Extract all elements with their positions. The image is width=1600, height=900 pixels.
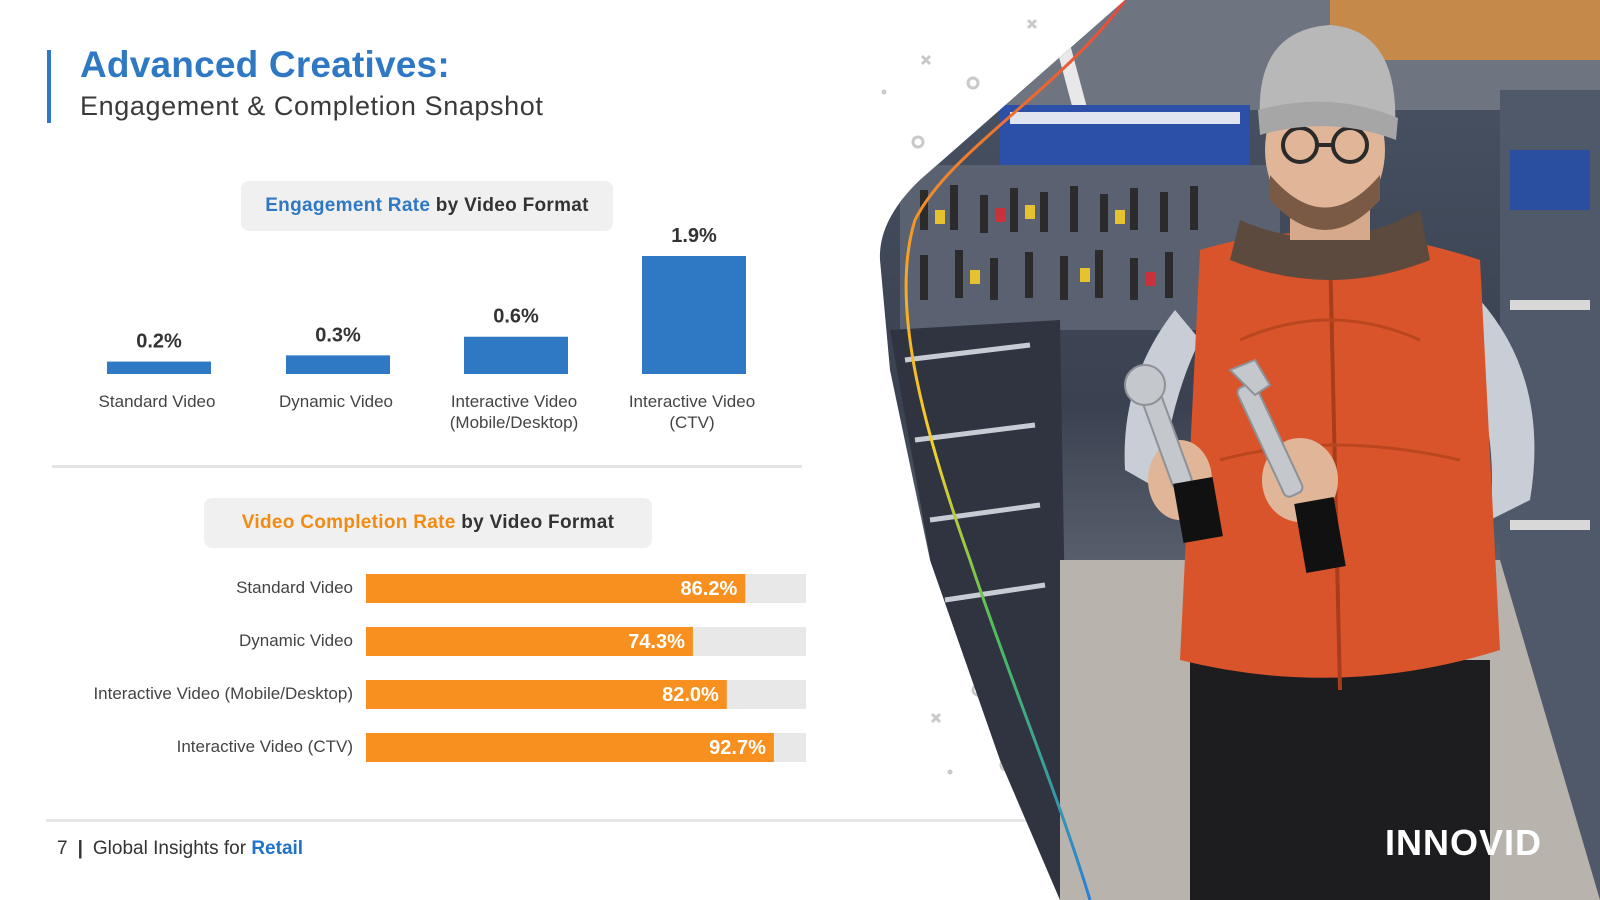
page-subtitle: Engagement & Completion Snapshot [80,91,544,121]
engagement-value-label: 0.6% [493,306,539,328]
engagement-category-label: Interactive Video [451,392,577,411]
engagement-bar [642,256,746,374]
completion-category-label: Dynamic Video [239,631,353,650]
innovid-logo: INNOVID [1384,822,1542,863]
completion-bar [366,680,727,709]
engagement-category-label: (CTV) [669,413,714,432]
completion-value-label: 82.0% [662,684,719,706]
engagement-category-label: Interactive Video [629,392,755,411]
completion-bar [366,574,746,603]
engagement-bar [464,336,568,374]
engagement-bar [107,361,211,374]
engagement-title-highlight: Engagement Rate [265,195,431,216]
completion-bar [366,733,774,762]
engagement-value-label: 0.2% [136,331,182,353]
engagement-category-label: (Mobile/Desktop) [450,413,579,432]
completion-chart-title: Video Completion Rate by Video Format [204,498,652,548]
title-accent-bar [47,50,51,123]
engagement-rate-chart: 0.2% Standard Video 0.3% Dynamic Video 0.6% I… [99,225,756,432]
page-number: 7 [57,838,68,859]
completion-value-label: 86.2% [681,578,738,600]
engagement-title-rest: by Video Format [430,195,589,216]
engagement-category-label: Dynamic Video [279,392,393,411]
engagement-value-label: 1.9% [671,225,717,247]
engagement-category-label: Standard Video [99,392,216,411]
completion-category-label: Interactive Video (Mobile/Desktop) [93,684,353,703]
engagement-chart-title: Engagement Rate by Video Format [241,181,613,231]
completion-title-highlight: Video Completion Rate [241,512,456,533]
completion-value-label: 92.7% [709,737,766,759]
footer-accent: Retail [251,838,304,859]
footer-separator: | [77,838,83,859]
section-divider [52,465,802,468]
completion-category-label: Interactive Video (CTV) [177,737,353,756]
completion-value-label: 74.3% [628,631,685,653]
photo-man-holding-wrenches-in-hardware-store [879,0,1600,900]
engagement-bar [286,355,390,374]
completion-bar [366,627,693,656]
completion-category-label: Standard Video [236,578,353,597]
page-title: Advanced Creatives: [80,44,450,85]
footer: 7 | Global Insights for Retail [57,838,303,860]
completion-title-rest: by Video Format [455,512,615,533]
footer-text: Global Insights for [92,838,252,859]
footer-divider [46,819,1046,822]
completion-rate-chart: 86.2% Standard Video 74.3% Dynamic Video 82.… [93,574,806,762]
engagement-value-label: 0.3% [315,324,361,346]
